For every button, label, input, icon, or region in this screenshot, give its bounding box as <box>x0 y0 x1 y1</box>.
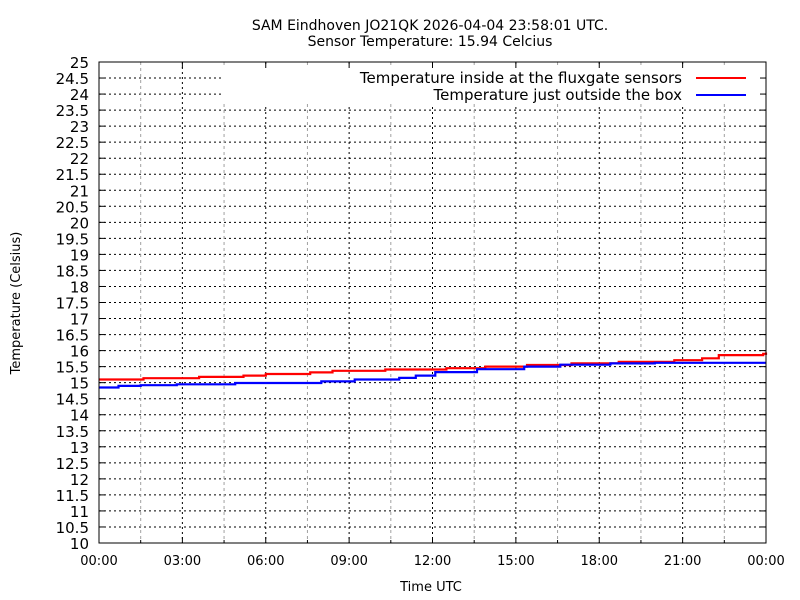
y-tick-label: 24 <box>70 86 89 104</box>
x-tick-label: 15:00 <box>497 554 534 569</box>
x-tick-label: 18:00 <box>581 554 618 569</box>
y-tick-label: 17.5 <box>56 295 89 313</box>
x-tick-label: 09:00 <box>330 554 367 569</box>
y-tick-label: 11.5 <box>56 487 89 505</box>
x-tick-label: 00:00 <box>80 554 117 569</box>
y-tick-label: 10.5 <box>56 519 89 537</box>
axis-ticks: 1010.51111.51212.51313.51414.51515.51616… <box>56 54 785 569</box>
y-tick-label: 15 <box>70 375 89 393</box>
y-tick-label: 13.5 <box>56 423 89 441</box>
y-tick-label: 19.5 <box>56 230 89 248</box>
x-tick-label: 12:00 <box>414 554 451 569</box>
series-lines <box>99 352 768 389</box>
y-tick-label: 12 <box>70 471 89 489</box>
y-tick-label: 12.5 <box>56 455 89 473</box>
y-tick-label: 22.5 <box>56 134 89 152</box>
y-tick-label: 21 <box>70 182 89 200</box>
x-axis-label: Time UTC <box>399 580 462 595</box>
y-tick-label: 24.5 <box>56 70 89 88</box>
legend-label-inside: Temperature inside at the fluxgate senso… <box>359 69 682 87</box>
y-tick-label: 16 <box>70 343 89 361</box>
x-tick-label: 00:00 <box>747 554 784 569</box>
y-tick-label: 25 <box>70 54 89 72</box>
y-tick-label: 18.5 <box>56 262 89 280</box>
y-tick-label: 16.5 <box>56 327 89 345</box>
chart-title: SAM Eindhoven JO21QK 2026-04-04 23:58:01… <box>252 18 608 34</box>
legend: Temperature inside at the fluxgate senso… <box>359 69 746 104</box>
y-tick-label: 14.5 <box>56 391 89 409</box>
y-tick-label: 17 <box>70 311 89 329</box>
chart-subtitle: Sensor Temperature: 15.94 Celcius <box>308 34 553 50</box>
x-tick-label: 06:00 <box>247 554 284 569</box>
y-tick-label: 20.5 <box>56 198 89 216</box>
grid <box>99 62 766 543</box>
x-tick-label: 03:00 <box>164 554 201 569</box>
y-tick-label: 19 <box>70 246 89 264</box>
legend-box <box>222 65 765 104</box>
y-tick-label: 14 <box>70 407 89 425</box>
y-tick-label: 23 <box>70 118 89 136</box>
x-tick-label: 21:00 <box>664 554 701 569</box>
y-tick-label: 23.5 <box>56 102 89 120</box>
y-tick-label: 22 <box>70 150 89 168</box>
y-tick-label: 13 <box>70 439 89 457</box>
series-line-outside <box>99 361 766 389</box>
y-tick-label: 21.5 <box>56 166 89 184</box>
y-axis-label: Temperature (Celsius) <box>9 232 24 376</box>
y-tick-label: 11 <box>70 503 89 521</box>
y-tick-label: 15.5 <box>56 359 89 377</box>
legend-label-outside: Temperature just outside the box <box>433 86 683 104</box>
y-tick-label: 18 <box>70 278 89 296</box>
y-tick-label: 20 <box>70 214 89 232</box>
y-tick-label: 10 <box>70 535 89 553</box>
